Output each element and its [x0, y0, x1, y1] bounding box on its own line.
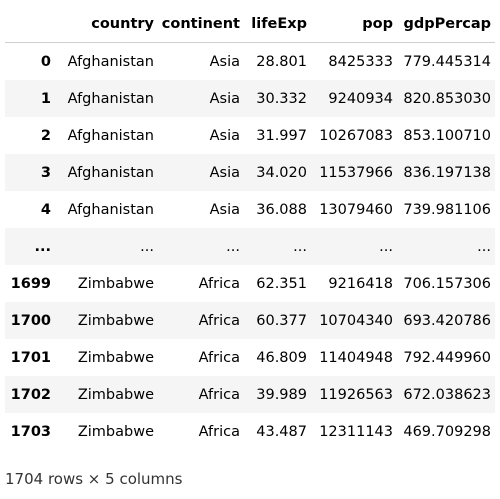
header-pop: pop	[311, 5, 397, 43]
table-row: 1703 Zimbabwe Africa 43.487 12311143 469…	[5, 413, 495, 450]
cell-pop: 13079460	[319, 201, 393, 218]
cell-country: Zimbabwe	[77, 312, 154, 329]
cell-lifeexp: 46.809	[256, 349, 307, 366]
cell-continent: ...	[226, 238, 240, 255]
cell-pop: ...	[379, 238, 393, 255]
cell-lifeexp: 36.088	[256, 201, 307, 218]
cell-country: Afghanistan	[67, 53, 154, 70]
cell-pop: 9216418	[328, 275, 393, 292]
cell-lifeexp: 30.332	[256, 90, 307, 107]
cell-lifeexp: 34.020	[256, 164, 307, 181]
header-lifeexp: lifeExp	[244, 5, 311, 43]
cell-gdppercap: 706.157306	[403, 275, 491, 292]
cell-pop: 11926563	[319, 386, 393, 403]
cell-pop: 12311143	[319, 423, 393, 440]
header-country: country	[55, 5, 158, 43]
row-index: 1700	[10, 312, 51, 329]
cell-lifeexp: ...	[293, 238, 307, 255]
cell-continent: Asia	[209, 201, 240, 218]
cell-lifeexp: 31.997	[256, 127, 307, 144]
header-index	[5, 5, 55, 43]
header-continent: continent	[158, 5, 244, 43]
cell-country: Afghanistan	[67, 90, 154, 107]
cell-gdppercap: 820.853030	[403, 90, 491, 107]
cell-lifeexp: 43.487	[256, 423, 307, 440]
cell-gdppercap: 672.038623	[403, 386, 491, 403]
header-gdppercap: gdpPercap	[397, 5, 495, 43]
table-row: 1702 Zimbabwe Africa 39.989 11926563 672…	[5, 376, 495, 413]
row-index: 1699	[10, 275, 51, 292]
cell-country: Zimbabwe	[77, 386, 154, 403]
row-index: 1	[40, 90, 51, 107]
cell-gdppercap: 853.100710	[403, 127, 491, 144]
cell-pop: 11404948	[319, 349, 393, 366]
cell-continent: Asia	[209, 164, 240, 181]
row-index: 4	[40, 201, 51, 218]
cell-continent: Asia	[209, 127, 240, 144]
table-row-ellipsis: ... ... ... ... ... ...	[5, 228, 495, 265]
table-row: 0 Afghanistan Asia 28.801 8425333 779.44…	[5, 43, 495, 81]
cell-pop: 10267083	[319, 127, 393, 144]
cell-gdppercap: ...	[477, 238, 491, 255]
table-row: 1 Afghanistan Asia 30.332 9240934 820.85…	[5, 80, 495, 117]
row-index: ...	[34, 238, 51, 255]
cell-continent: Africa	[198, 312, 240, 329]
cell-lifeexp: 39.989	[256, 386, 307, 403]
cell-gdppercap: 469.709298	[403, 423, 491, 440]
cell-country: Zimbabwe	[77, 349, 154, 366]
cell-lifeexp: 28.801	[256, 53, 307, 70]
cell-country: Afghanistan	[67, 127, 154, 144]
cell-continent: Asia	[209, 53, 240, 70]
cell-gdppercap: 836.197138	[403, 164, 491, 181]
table-header-row: country continent lifeExp pop gdpPercap	[5, 5, 495, 43]
dataframe-table: country continent lifeExp pop gdpPercap …	[5, 5, 495, 450]
row-index: 1701	[10, 349, 51, 366]
cell-continent: Asia	[209, 90, 240, 107]
cell-pop: 9240934	[328, 90, 393, 107]
dataframe-output: country continent lifeExp pop gdpPercap …	[5, 5, 495, 450]
table-row: 2 Afghanistan Asia 31.997 10267083 853.1…	[5, 117, 495, 154]
cell-pop: 11537966	[319, 164, 393, 181]
cell-country: Afghanistan	[67, 201, 154, 218]
cell-continent: Africa	[198, 423, 240, 440]
cell-country: ...	[140, 238, 154, 255]
row-index: 2	[40, 127, 51, 144]
cell-pop: 10704340	[319, 312, 393, 329]
cell-gdppercap: 792.449960	[403, 349, 491, 366]
table-row: 3 Afghanistan Asia 34.020 11537966 836.1…	[5, 154, 495, 191]
table-row: 1701 Zimbabwe Africa 46.809 11404948 792…	[5, 339, 495, 376]
table-row: 4 Afghanistan Asia 36.088 13079460 739.9…	[5, 191, 495, 228]
cell-continent: Africa	[198, 349, 240, 366]
dataframe-shape-summary: 1704 rows × 5 columns	[5, 470, 183, 488]
cell-lifeexp: 62.351	[256, 275, 307, 292]
cell-country: Zimbabwe	[77, 423, 154, 440]
table-row: 1700 Zimbabwe Africa 60.377 10704340 693…	[5, 302, 495, 339]
row-index: 1702	[10, 386, 51, 403]
cell-lifeexp: 60.377	[256, 312, 307, 329]
cell-gdppercap: 779.445314	[403, 53, 491, 70]
cell-gdppercap: 739.981106	[403, 201, 491, 218]
row-index: 0	[40, 53, 51, 70]
table-row: 1699 Zimbabwe Africa 62.351 9216418 706.…	[5, 265, 495, 302]
cell-country: Afghanistan	[67, 164, 154, 181]
cell-country: Zimbabwe	[77, 275, 154, 292]
cell-gdppercap: 693.420786	[403, 312, 491, 329]
cell-continent: Africa	[198, 275, 240, 292]
row-index: 3	[40, 164, 51, 181]
row-index: 1703	[10, 423, 51, 440]
cell-continent: Africa	[198, 386, 240, 403]
cell-pop: 8425333	[328, 53, 393, 70]
